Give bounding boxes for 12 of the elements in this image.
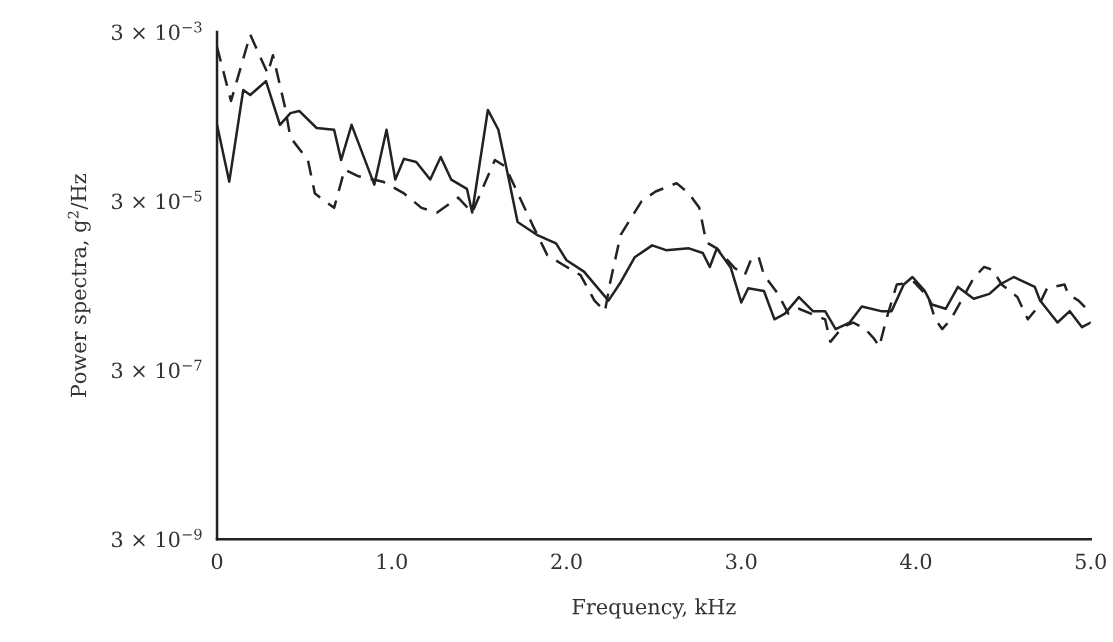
y-tick-label: 3 × 10$^{−7}$ bbox=[112, 359, 202, 379]
x-tick-label: 0 bbox=[211, 553, 223, 570]
x-tick-label: 4.0 bbox=[900, 553, 932, 570]
y-tick-label: 3 × 10$^{−9}$ bbox=[112, 528, 202, 548]
y-axis-title: Power spectra, g$^{2}$/Hz bbox=[67, 174, 91, 398]
y-tick-label: 3 × 10$^{−5}$ bbox=[112, 190, 202, 210]
x-tick-label: 5.0 bbox=[1075, 553, 1106, 570]
x-axis-title: Frequency, kHz bbox=[572, 598, 736, 619]
x-tick-label: 2.0 bbox=[551, 553, 582, 570]
x-tick-label: 1.0 bbox=[377, 553, 407, 570]
y-tick-label: 3 × 10$^{−3}$ bbox=[112, 21, 202, 41]
x-tick-label: 3.0 bbox=[726, 553, 757, 570]
